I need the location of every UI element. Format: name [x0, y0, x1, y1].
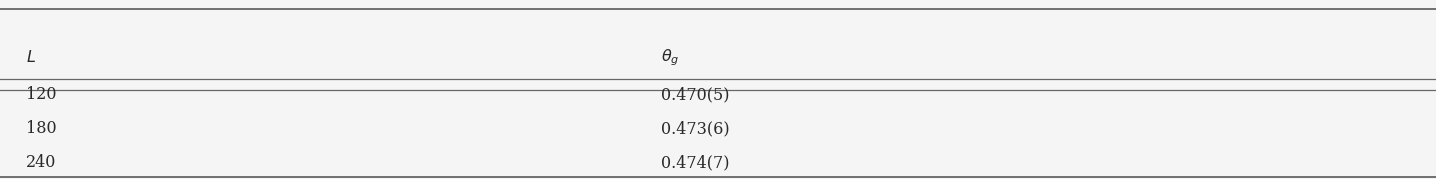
Text: 0.474(7): 0.474(7): [661, 154, 729, 171]
Text: 180: 180: [26, 120, 56, 137]
Text: $\theta_g$: $\theta_g$: [661, 47, 679, 68]
Text: 240: 240: [26, 154, 56, 171]
Text: 0.470(5): 0.470(5): [661, 86, 729, 103]
Text: 120: 120: [26, 86, 56, 103]
Text: $L$: $L$: [26, 49, 36, 66]
Text: 0.473(6): 0.473(6): [661, 120, 729, 137]
